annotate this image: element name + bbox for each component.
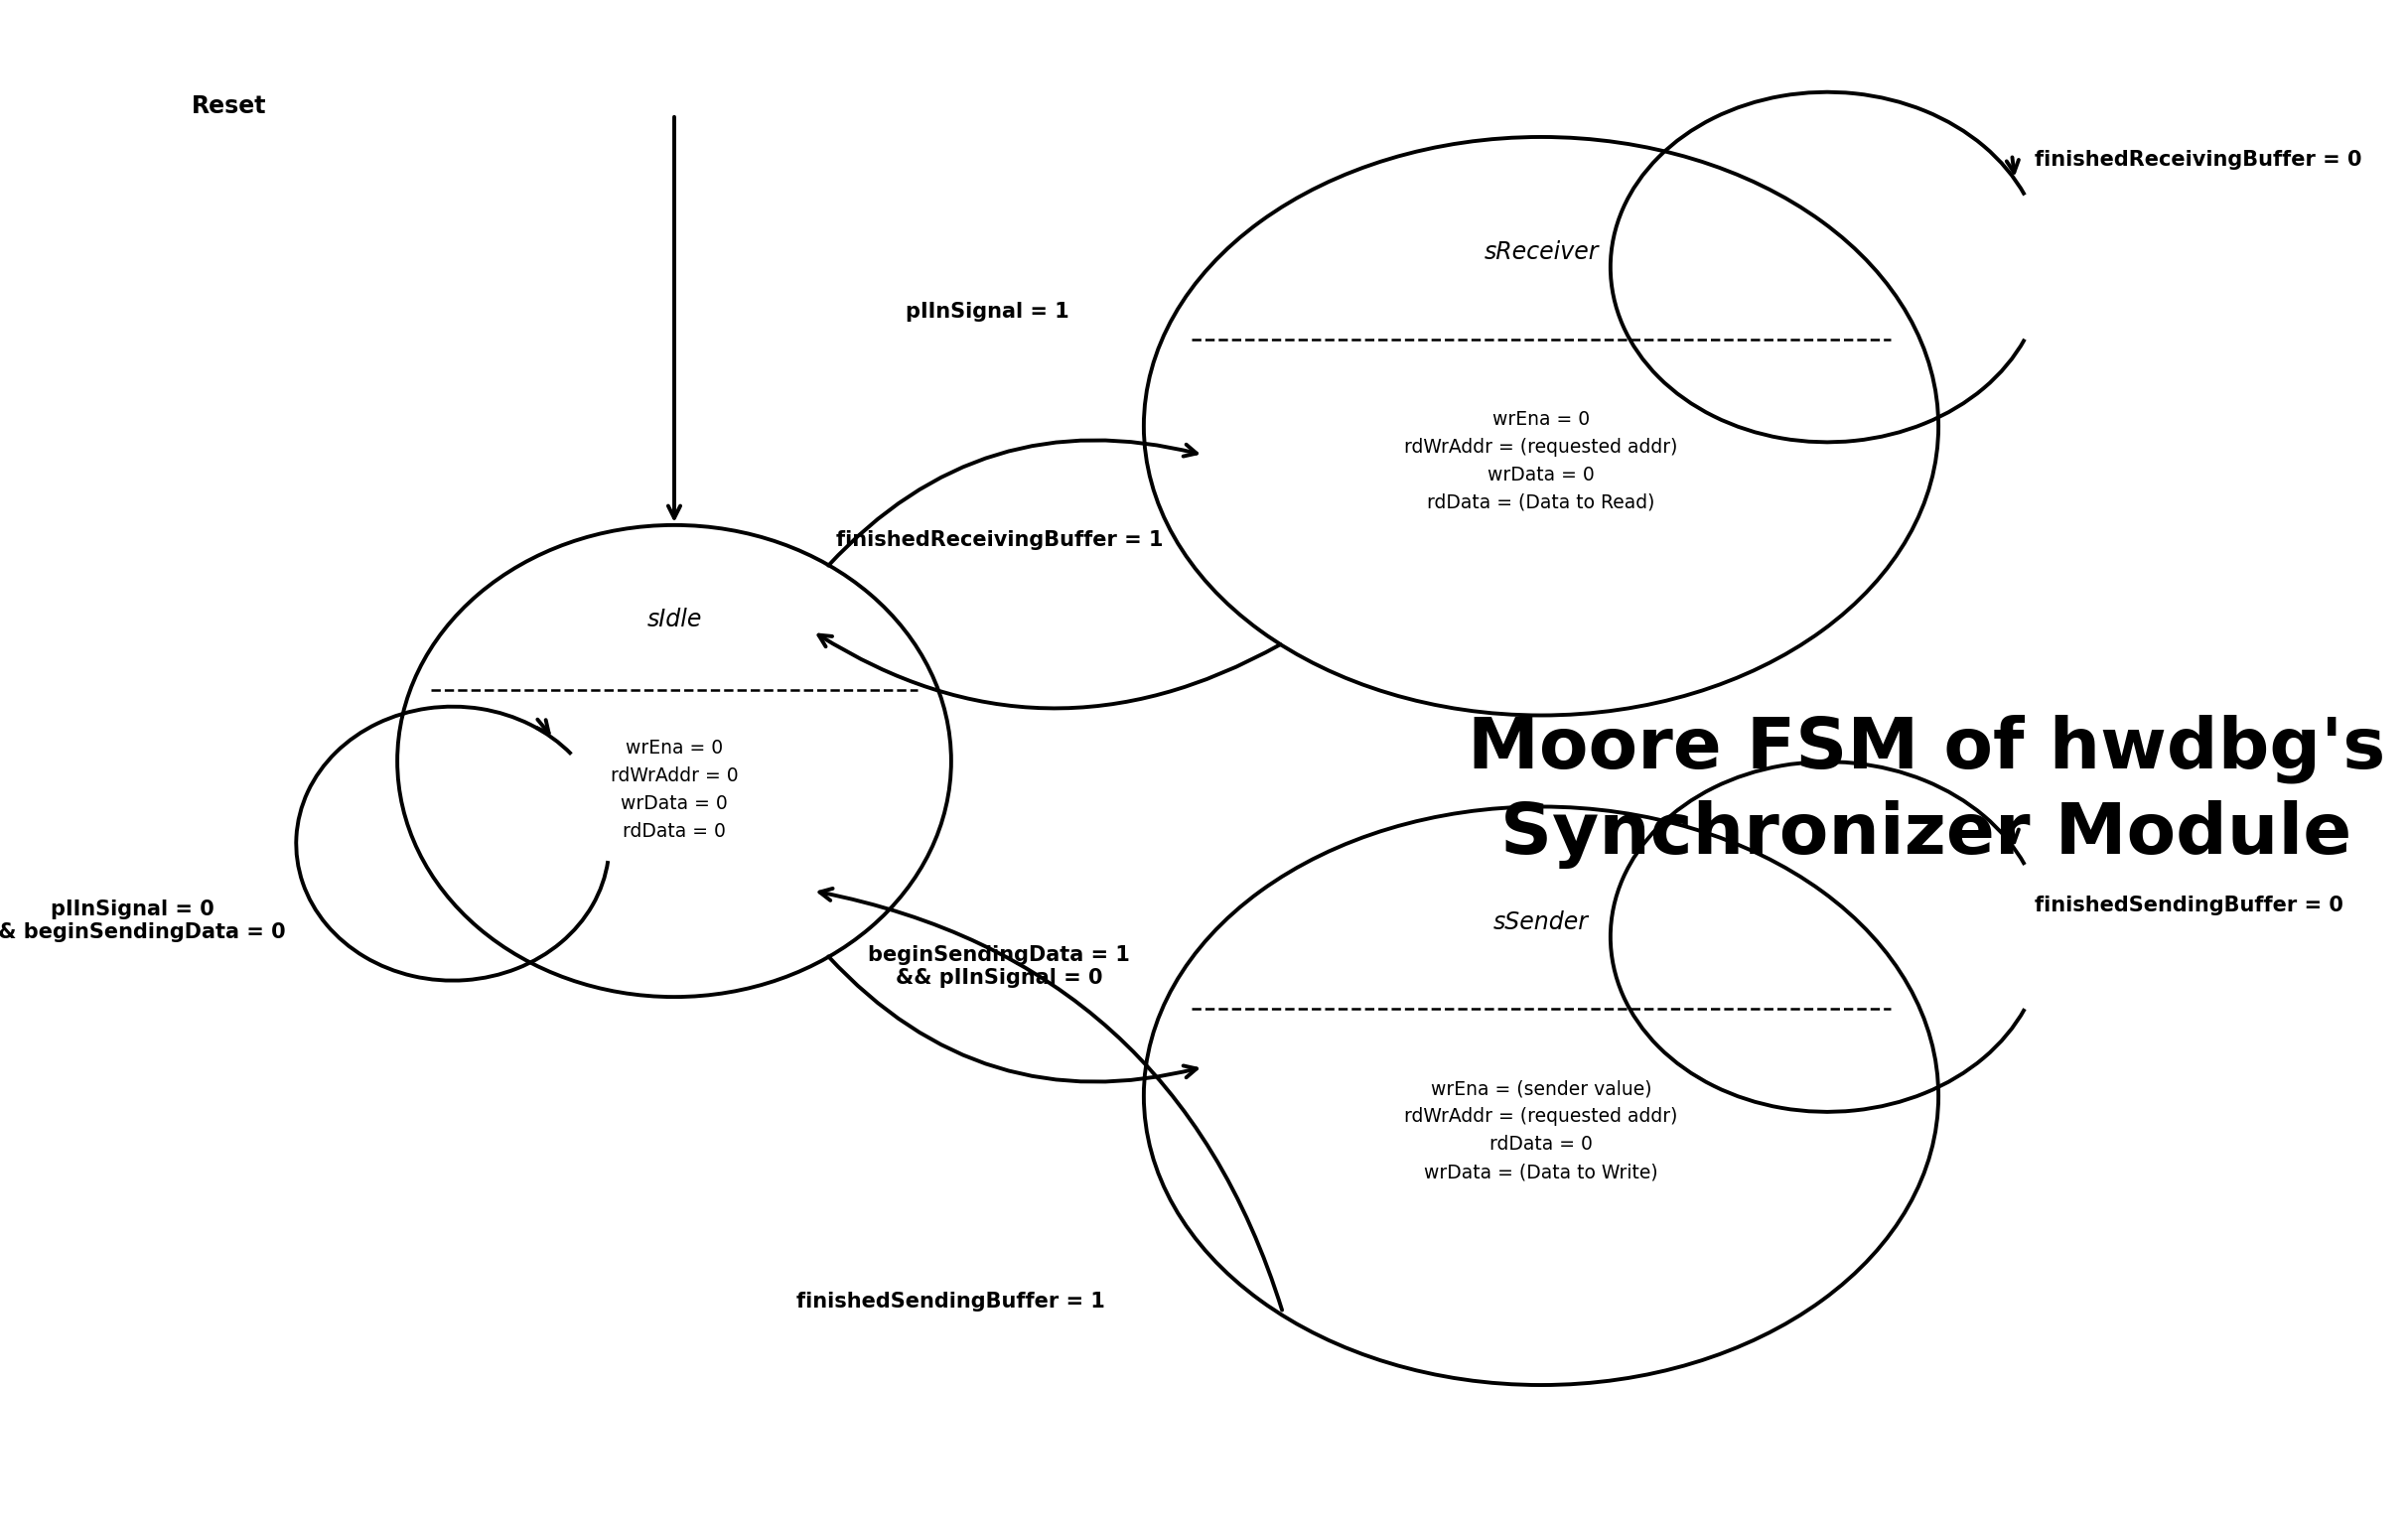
- Text: wrEna = 0
rdWrAddr = 0
wrData = 0
rdData = 0: wrEna = 0 rdWrAddr = 0 wrData = 0 rdData…: [609, 738, 739, 840]
- Text: wrEna = 0
rdWrAddr = (requested addr)
wrData = 0
rdData = (Data to Read): wrEna = 0 rdWrAddr = (requested addr) wr…: [1404, 409, 1678, 511]
- Text: finishedReceivingBuffer = 0: finishedReceivingBuffer = 0: [2035, 149, 2362, 170]
- Text: finishedSendingBuffer = 0: finishedSendingBuffer = 0: [2035, 895, 2343, 916]
- Text: pIInSignal = 1: pIInSignal = 1: [905, 301, 1069, 323]
- Text: Reset: Reset: [190, 94, 267, 119]
- Text: beginSendingData = 1
&& pIInSignal = 0: beginSendingData = 1 && pIInSignal = 0: [869, 945, 1129, 988]
- Text: pIInSignal = 0
&& beginSendingData = 0: pIInSignal = 0 && beginSendingData = 0: [0, 900, 284, 942]
- Text: wrEna = (sender value)
rdWrAddr = (requested addr)
rdData = 0
wrData = (Data to : wrEna = (sender value) rdWrAddr = (reque…: [1404, 1079, 1678, 1181]
- Text: finishedReceivingBuffer = 1: finishedReceivingBuffer = 1: [836, 530, 1163, 551]
- Text: sIdle: sIdle: [648, 607, 701, 632]
- Text: Moore FSM of hwdbg's
Synchronizer Module: Moore FSM of hwdbg's Synchronizer Module: [1466, 715, 2386, 868]
- Ellipse shape: [1144, 807, 1938, 1385]
- Ellipse shape: [397, 525, 951, 997]
- Text: sReceiver: sReceiver: [1483, 240, 1599, 265]
- Text: finishedSendingBuffer = 1: finishedSendingBuffer = 1: [797, 1291, 1105, 1312]
- Ellipse shape: [1144, 137, 1938, 715]
- Text: sSender: sSender: [1493, 910, 1589, 935]
